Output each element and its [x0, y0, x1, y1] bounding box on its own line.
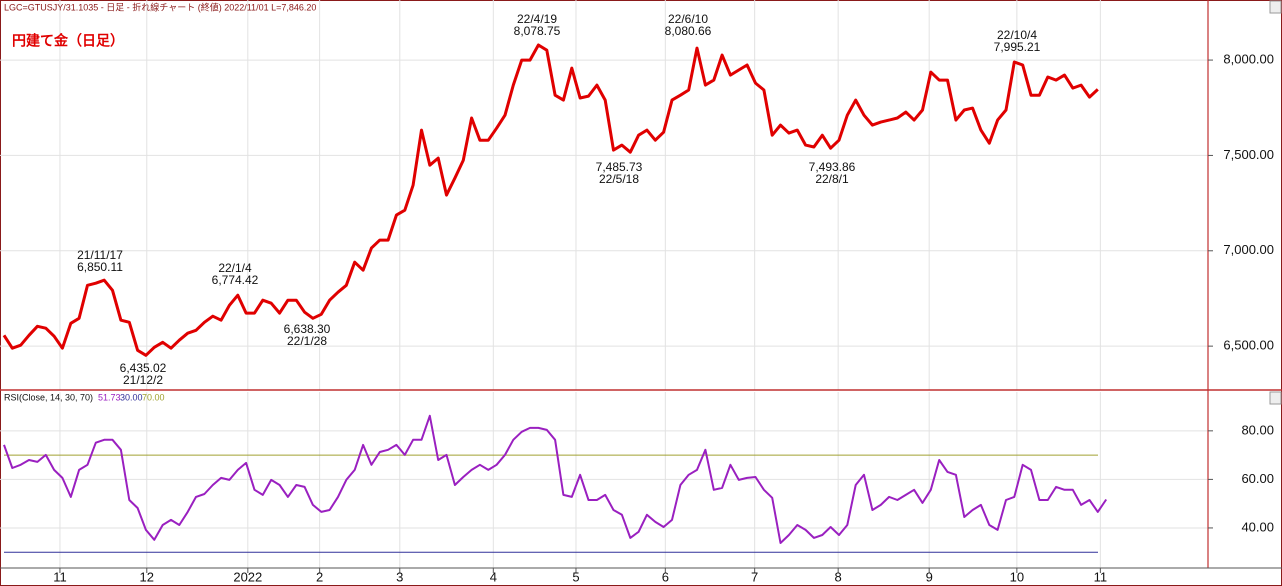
x-tick-label: 2022 [233, 569, 262, 584]
y-tick-label: 6,500.00 [1223, 338, 1274, 353]
y-tick-label: 80.00 [1241, 422, 1274, 437]
x-tick-label: 3 [396, 569, 403, 584]
x-tick-label: 5 [572, 569, 579, 584]
x-tick-label: 10 [1010, 569, 1024, 584]
grid [0, 0, 1208, 568]
annotation: 21/11/17 [77, 248, 123, 262]
data-line [2, 43, 1099, 357]
rsi-title: RSI(Close, 14, 30, 70) [4, 392, 93, 402]
x-tick-label: 2 [316, 569, 323, 584]
x-tick-label: 6 [662, 569, 669, 584]
annotation: 6,638.30 [284, 322, 331, 336]
x-tick-label: 8 [835, 569, 842, 584]
annotation: 22/1/28 [287, 334, 327, 348]
y-tick-label: 40.00 [1241, 519, 1274, 534]
annotation: 21/12/2 [123, 373, 163, 387]
marks [2, 43, 1108, 553]
annotation: 7,485.73 [596, 160, 643, 174]
annotation: 8,080.66 [665, 24, 712, 38]
x-tick-label: 12 [140, 569, 154, 584]
data-line [3, 414, 1108, 544]
y-tick-label: 7,500.00 [1223, 147, 1274, 162]
rsi-ref-label: 30.00 [120, 392, 143, 402]
x-tick-label: 7 [751, 569, 758, 584]
scroll-box [1269, 0, 1282, 14]
annotation: 22/4/19 [517, 12, 557, 26]
y-tick-label: 7,000.00 [1223, 242, 1274, 257]
annotation: 22/1/4 [218, 261, 252, 275]
annotation: 7,995.21 [994, 40, 1041, 54]
header: LGC=GTUSJY/31.1035 - 日足 - 折れ線チャート (終値) 2… [4, 1, 316, 12]
annotation: 22/5/18 [599, 172, 639, 186]
annotation: 6,774.42 [212, 273, 259, 287]
y-tick-label: 8,000.00 [1223, 52, 1274, 67]
chart-title: 円建て金（日足） [12, 33, 124, 49]
x-tick-label: 11 [53, 569, 67, 584]
annotation: 7,493.86 [809, 160, 856, 174]
annotation: 22/6/10 [668, 12, 708, 26]
annotation: 22/8/1 [815, 172, 849, 186]
rsi-ref-label: 70.00 [142, 392, 165, 402]
x-tick-label: 4 [490, 569, 497, 584]
annotation: 6,435.02 [120, 361, 167, 375]
x-tick-label: 11 [1094, 569, 1108, 584]
x-tick-label: 9 [926, 569, 933, 584]
annotation: 6,850.11 [77, 260, 123, 274]
scroll-box [1269, 391, 1282, 405]
annotation: 8,078.75 [514, 24, 561, 38]
annotation: 22/10/4 [997, 28, 1037, 42]
rsi-current: 51.73 [98, 392, 121, 402]
y-tick-label: 60.00 [1241, 471, 1274, 486]
